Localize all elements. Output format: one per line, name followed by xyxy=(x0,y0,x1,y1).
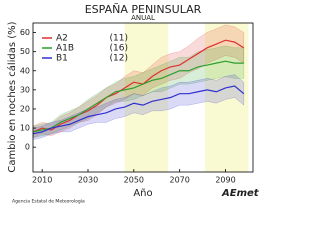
y-tick-label: 40 xyxy=(20,66,30,75)
y-tick-label: 20 xyxy=(20,104,30,113)
y-tick-label: 50 xyxy=(20,47,30,56)
logo: AEmet xyxy=(221,188,260,199)
y-tick-label: 10 xyxy=(20,124,30,133)
chart-title: ESPAÑA PENINSULAR xyxy=(85,3,202,16)
x-tick-label: 2010 xyxy=(32,176,52,185)
y-tick-label: 60 xyxy=(20,28,30,37)
legend-label: B1 xyxy=(56,54,68,64)
uncertainty-band xyxy=(32,74,245,140)
legend-label: A1B xyxy=(56,44,74,54)
chart-subtitle: ANUAL xyxy=(131,14,155,22)
y-tick-label: 30 xyxy=(20,85,30,94)
uncertainty-band xyxy=(32,45,245,138)
x-axis-label: Año xyxy=(133,188,152,199)
period-highlight xyxy=(204,23,249,172)
series-line xyxy=(32,85,245,135)
chart: ESPAÑA PENINSULAR ANUAL Cambio en noches… xyxy=(6,3,260,205)
x-tick-label: 2050 xyxy=(124,176,144,185)
legend-label: A2 xyxy=(56,34,68,44)
plot-frame xyxy=(32,22,254,173)
y-tick-label: 0 xyxy=(25,143,30,152)
agency-name: Agencia Estatal de Meteorología xyxy=(12,198,85,205)
x-tick-label: 2070 xyxy=(169,176,189,185)
legend-count: (16) xyxy=(110,44,128,54)
y-axis-label: Cambio en noches cálidas (%) xyxy=(6,21,18,172)
legend-count: (11) xyxy=(110,34,128,44)
x-tick-label: 2030 xyxy=(78,176,98,185)
x-tick-label: 2090 xyxy=(215,176,235,185)
legend-count: (12) xyxy=(110,54,128,64)
series-line xyxy=(32,60,244,133)
series-line xyxy=(32,39,245,133)
period-highlight xyxy=(124,23,169,172)
